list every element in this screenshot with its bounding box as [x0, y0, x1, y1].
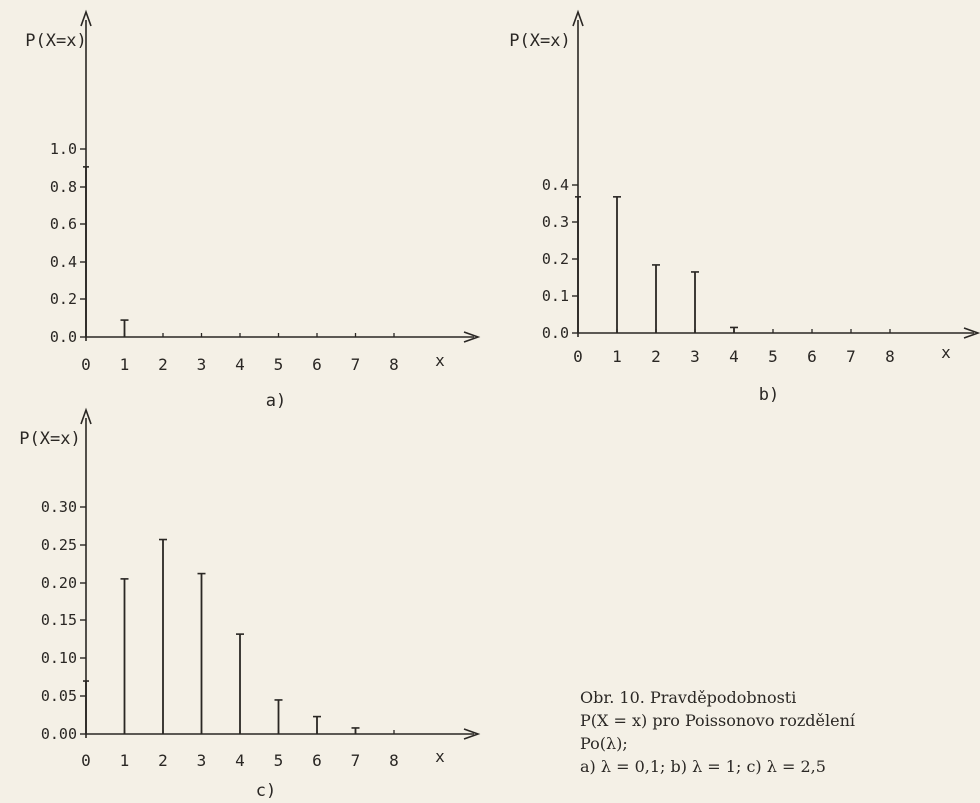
y-tick-label: 0.15 [41, 611, 77, 629]
y-tick-label: 0.4 [542, 176, 569, 194]
chart-panel-1: 0.0 0.2 0.4 0.6 0.8 1.0 0 1 2 3 4 5 6 7 8 P(X=x) x a) [25, 9, 481, 411]
caption-line-2: P(X = x) pro Poissonovo rozdělení [580, 711, 855, 730]
x-tick-label: 7 [351, 751, 361, 770]
x-tick-label: 8 [389, 751, 399, 770]
y-axis-label: P(X=x) [19, 429, 80, 449]
x-tick-label: 1 [120, 751, 130, 770]
x-tick-label: 4 [235, 355, 245, 374]
x-tick-label: 0 [81, 751, 91, 770]
x-tick-label: 3 [690, 347, 700, 366]
y-tick-label: 0.2 [542, 250, 569, 268]
x-tick-label: 4 [235, 751, 245, 770]
x-tick-label: 6 [312, 751, 322, 770]
y-tick-label: 0.1 [542, 287, 569, 305]
caption-line-3: Po(λ); [580, 734, 628, 753]
x-tick-label: 2 [651, 347, 661, 366]
x-tick-label: 5 [768, 347, 778, 366]
x-axis-arrow [963, 327, 980, 339]
y-tick-label: 0.25 [41, 536, 77, 554]
y-tick-label: 0.05 [41, 687, 77, 705]
x-tick-label: 0 [81, 355, 91, 374]
x-tick-label: 3 [197, 751, 207, 770]
x-axis-label: x [435, 747, 445, 766]
x-tick-label: 2 [158, 355, 168, 374]
x-tick-label: 3 [197, 355, 207, 374]
y-tick-label: 0.4 [50, 253, 77, 271]
x-tick-label: 8 [389, 355, 399, 374]
x-tick-label: 4 [729, 347, 739, 366]
y-axis-label: P(X=x) [509, 31, 570, 51]
chart-panel-2: 0.0 0.1 0.2 0.3 0.4 0 1 2 3 4 5 6 7 8 P(X=x) x b) [509, 9, 980, 405]
y-axis-label: P(X=x) [25, 31, 86, 51]
y-tick-label: 0.0 [542, 324, 569, 342]
y-tick-label: 0.30 [41, 498, 77, 516]
x-tick-label: 8 [885, 347, 895, 366]
x-tick-label: 6 [807, 347, 817, 366]
y-tick-label: 0.6 [50, 215, 77, 233]
y-axis-arrow [572, 9, 584, 27]
x-tick-label: 5 [274, 751, 284, 770]
figure-caption: Obr. 10. Pravděpodobnosti P(X = x) pro P… [580, 686, 970, 778]
y-tick-label: 0.10 [41, 649, 77, 667]
y-tick-label: 1.0 [50, 140, 77, 158]
x-axis-label: x [435, 351, 445, 370]
y-tick-label: 0.2 [50, 290, 77, 308]
x-tick-label: 0 [573, 347, 583, 366]
x-axis-label: x [941, 343, 951, 362]
x-tick-label: 7 [846, 347, 856, 366]
y-axis-arrow [80, 407, 92, 425]
panel-label: a) [266, 391, 286, 411]
x-tick-label: 1 [120, 355, 130, 374]
panel-label: b) [759, 385, 779, 405]
x-tick-label: 7 [351, 355, 361, 374]
y-tick-label: 0.3 [542, 213, 569, 231]
x-tick-label: 6 [312, 355, 322, 374]
x-tick-label: 2 [158, 751, 168, 770]
x-axis-arrow [463, 331, 481, 343]
x-axis-arrow [463, 728, 481, 740]
chart-panel-3: 0.00 0.05 0.10 0.15 0.20 0.25 0.30 0 1 2 3 4 5 6 7 8 P(X… [19, 407, 481, 801]
y-tick-label: 0.8 [50, 178, 77, 196]
caption-line-4: a) λ = 0,1; b) λ = 1; c) λ = 2,5 [580, 757, 826, 776]
x-tick-label: 1 [612, 347, 622, 366]
caption-line-1: Obr. 10. Pravděpodobnosti [580, 688, 797, 707]
y-tick-label: 0.00 [41, 725, 77, 743]
y-tick-label: 0.0 [50, 328, 77, 346]
panel-label: c) [256, 781, 276, 801]
y-tick-label: 0.20 [41, 574, 77, 592]
x-tick-label: 5 [274, 355, 284, 374]
y-axis-arrow [80, 9, 92, 27]
